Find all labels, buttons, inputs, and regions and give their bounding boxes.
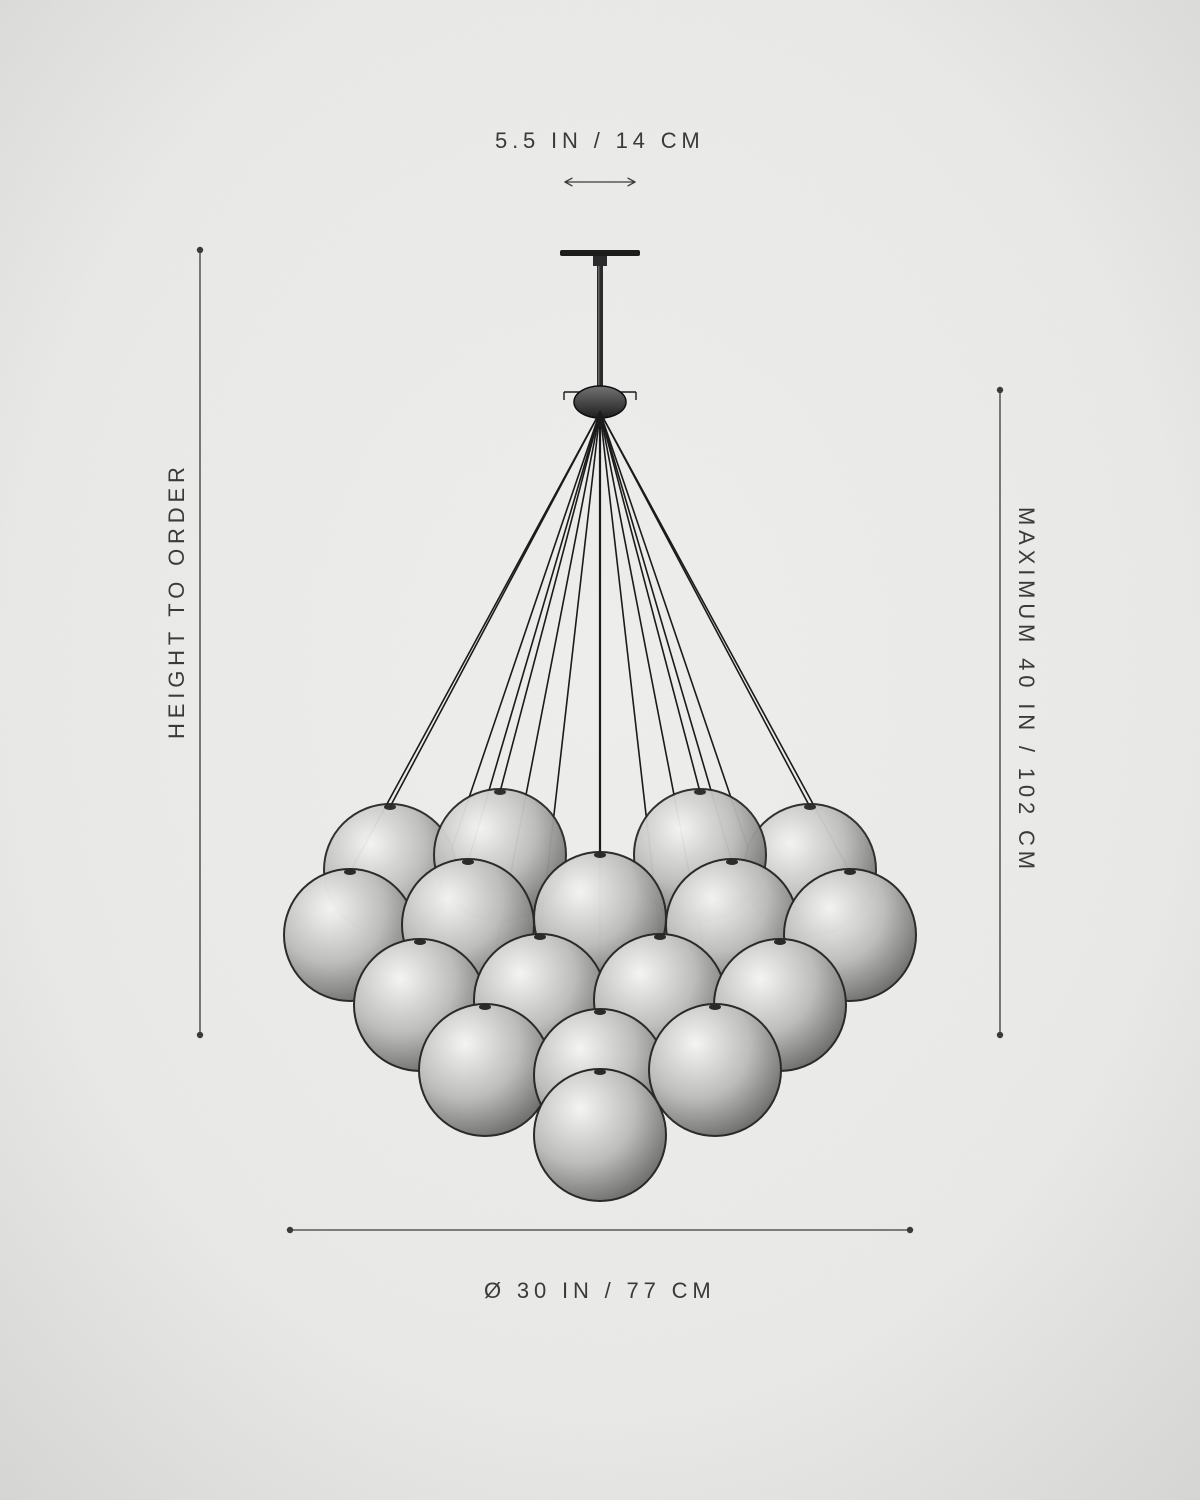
dim-label-canopy-diameter: 5.5 IN / 14 CM [495,128,705,154]
dim-label-max-height: MAXIMUM 40 IN / 102 CM [1013,507,1039,874]
dim-label-height-to-order: HEIGHT TO ORDER [164,462,190,739]
dim-label-overall-diameter: Ø 30 IN / 77 CM [484,1278,716,1304]
globe [419,1004,551,1136]
globe [649,1004,781,1136]
globe [534,1069,666,1201]
